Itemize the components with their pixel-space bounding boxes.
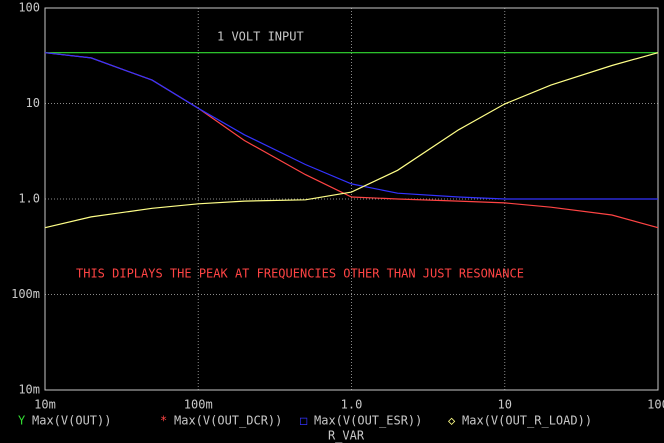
x-axis-label: R_VAR	[328, 429, 365, 443]
y-tick-label: 1.0	[18, 192, 40, 206]
x-tick-label: 10	[498, 398, 512, 412]
annotation: 1 VOLT INPUT	[217, 30, 304, 44]
legend-marker: ◇	[448, 414, 456, 428]
x-tick-label: 10m	[34, 398, 56, 412]
x-tick-label: 100m	[184, 398, 213, 412]
y-tick-label: 100m	[11, 287, 40, 301]
x-tick-label: 1.0	[341, 398, 363, 412]
y-tick-label: 100	[18, 1, 40, 15]
y-tick-label: 10	[26, 96, 40, 110]
legend-label: Max(V(OUT_ESR))	[314, 414, 422, 428]
y-tick-label: 10m	[18, 383, 40, 397]
series-line	[44, 52, 658, 200]
legend-label: Max(V(OUT_DCR))	[174, 414, 282, 428]
legend-marker: Y	[18, 414, 26, 428]
legend-marker: *	[160, 414, 167, 428]
x-tick-label: 100	[647, 398, 664, 412]
legend-label: Max(V(OUT_R_LOAD))	[462, 414, 592, 428]
legend-label: Max(V(OUT))	[32, 414, 111, 428]
series-line	[44, 52, 659, 229]
legend-marker: □	[300, 414, 307, 428]
annotation: THIS DIPLAYS THE PEAK AT FREQUENCIES OTH…	[76, 267, 524, 281]
